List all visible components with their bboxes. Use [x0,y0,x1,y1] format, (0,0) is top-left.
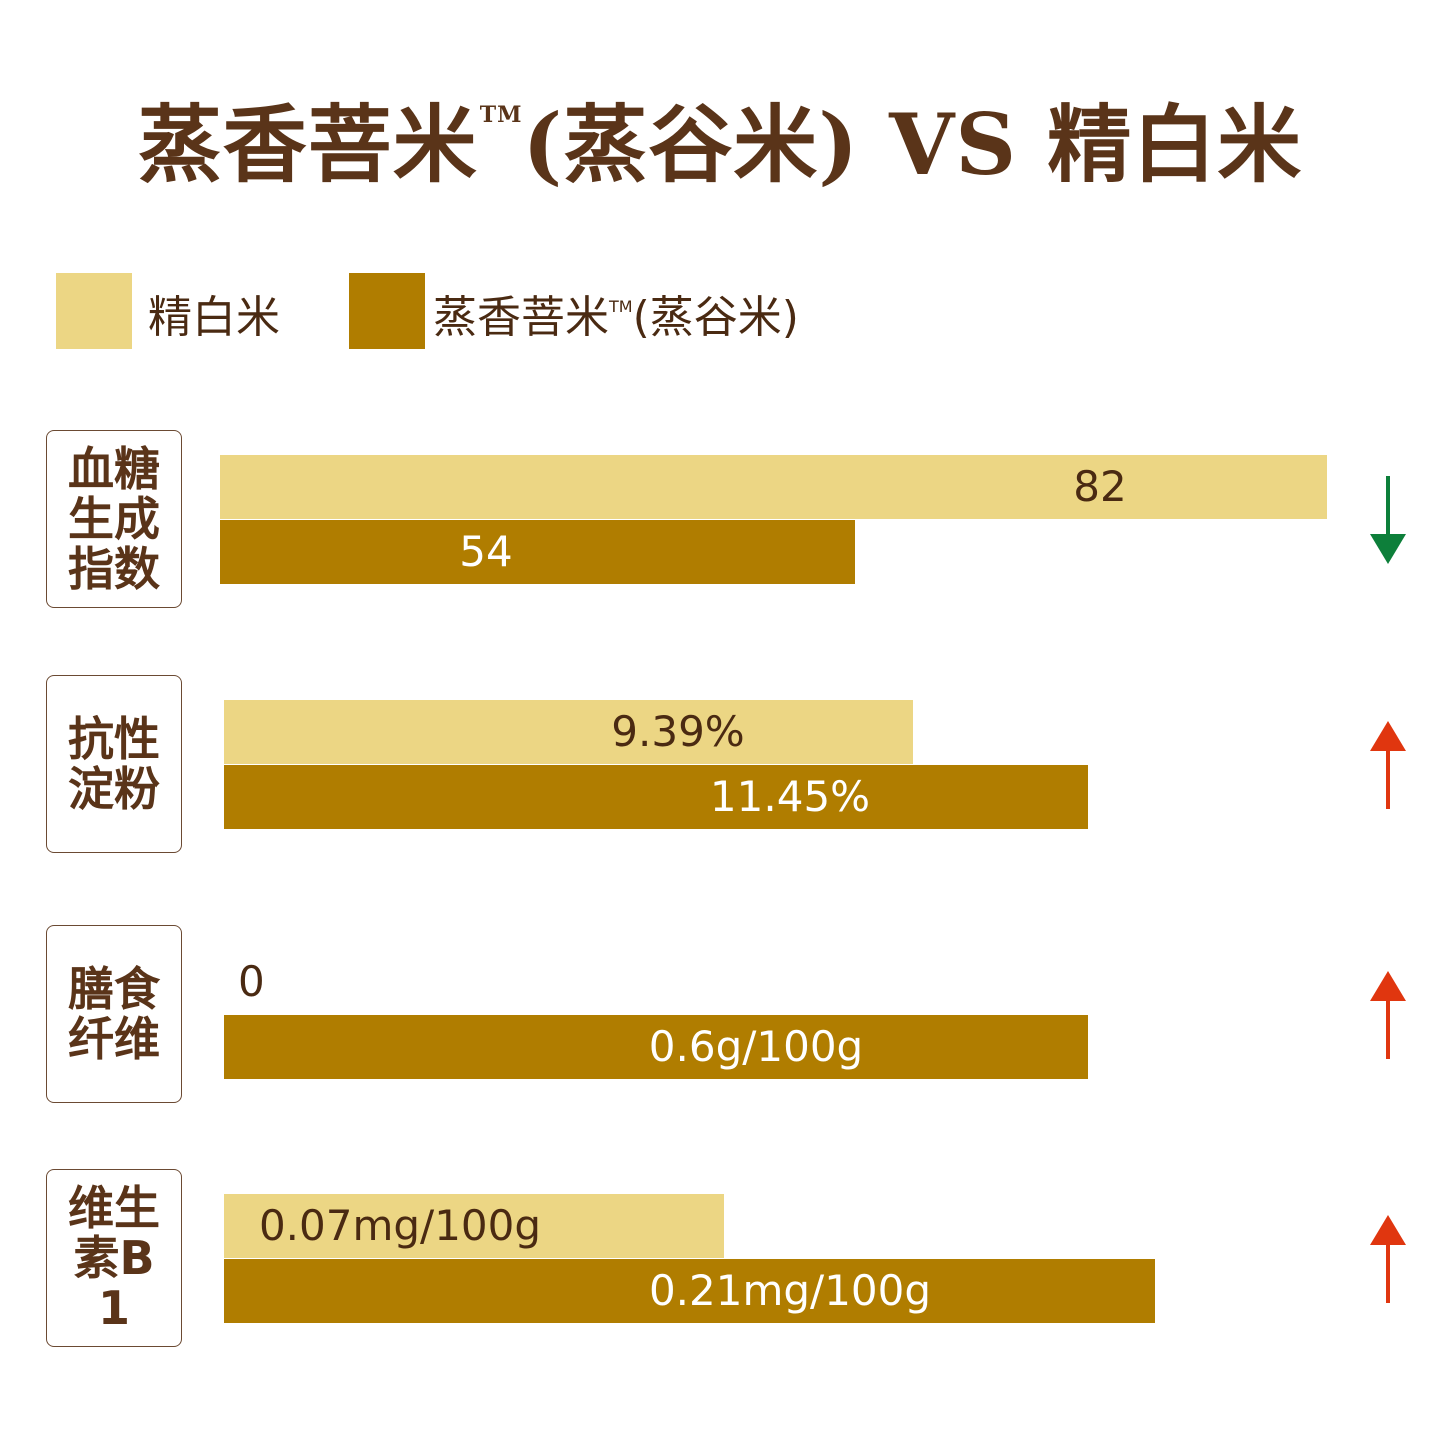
category-label: 维生素B1 [46,1169,182,1347]
data-label: 0.21mg/100g [648,1266,932,1315]
category-label: 膳食纤维 [46,925,182,1103]
bar-steamed-rice [224,765,1088,829]
arrow-up-icon [1370,1215,1406,1303]
page-title: 蒸香菩米TM(蒸谷米) VS 精白米 [0,78,1440,199]
category-label-text: 血糖生成指数 [68,442,160,596]
category-label-text: 抗性淀粉 [68,712,160,816]
bar-steamed-rice [220,520,855,584]
category-label-text: 膳食纤维 [68,962,160,1066]
category-label: 血糖生成指数 [46,430,182,608]
bar-white-rice [224,1194,724,1258]
data-label: 54 [459,527,513,576]
bar-steamed-rice [224,1259,1155,1323]
category-label: 抗性淀粉 [46,675,182,853]
arrow-up-icon [1370,721,1406,809]
bar-white-rice [224,700,913,764]
trademark-mark: TM [479,102,523,128]
bar-white-rice [220,455,1327,519]
legend-label-steamed-rice: 蒸香菩米TM(蒸谷米) [433,281,799,345]
arrow-up-icon [1370,971,1406,1059]
data-label: 0 [238,957,265,1006]
legend-label-white-rice: 精白米 [148,281,280,345]
title-main: 蒸香菩米 [137,95,478,194]
legend-trademark-mark: TM [609,297,633,316]
arrow-down-icon [1370,476,1406,564]
bar-steamed-rice [224,1015,1088,1079]
legend-label-steamed-rice-rest: (蒸谷米) [632,292,799,343]
legend-label-white-rice-text: 精白米 [148,292,280,343]
data-label: 0.6g/100g [648,1022,864,1071]
legend-label-steamed-rice-text: 蒸香菩米 [433,292,609,343]
legend-swatch-steamed-rice [349,273,425,349]
data-label: 9.39% [611,707,745,756]
data-label: 11.45% [709,772,871,821]
category-label-text: 维生素B1 [68,1181,160,1335]
title-rest: (蒸谷米) VS 精白米 [522,95,1303,194]
data-label: 82 [1073,462,1127,511]
legend-swatch-white-rice [56,273,132,349]
data-label: 0.07mg/100g [258,1201,542,1250]
